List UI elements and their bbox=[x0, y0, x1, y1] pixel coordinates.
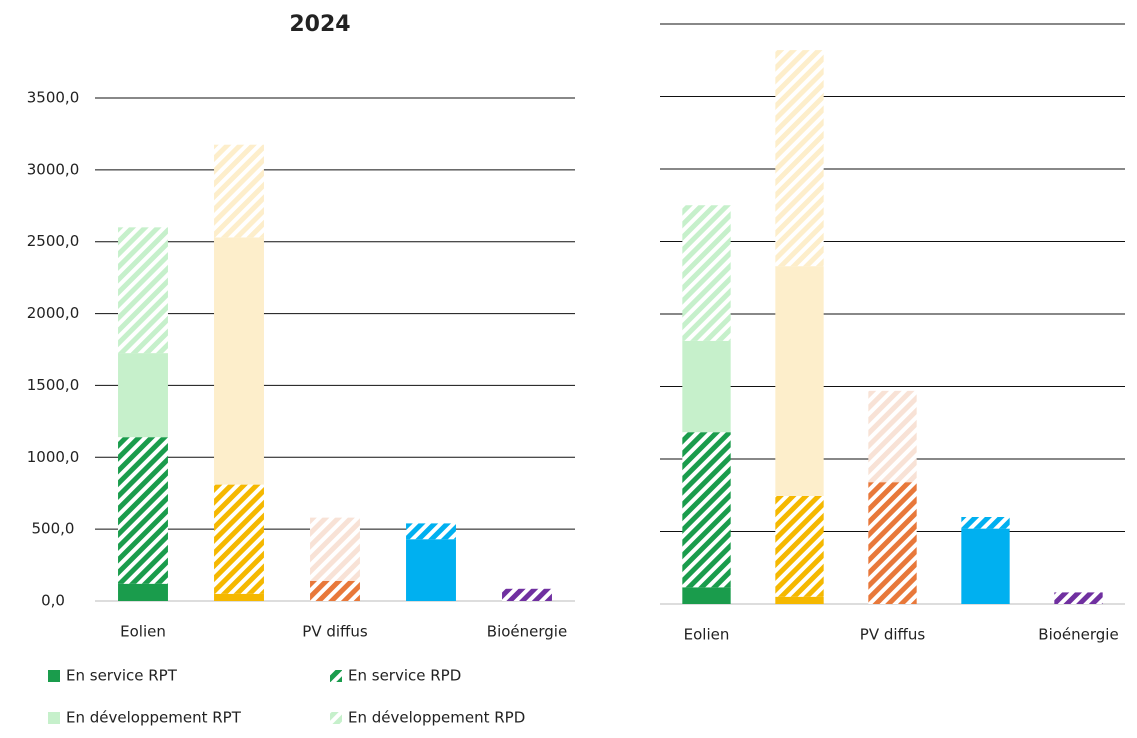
bar-segment bbox=[775, 50, 824, 267]
bar-segment bbox=[961, 517, 1010, 529]
bar-segment bbox=[868, 390, 917, 483]
bar-segment bbox=[682, 340, 731, 433]
y-tick-label: 0,0 bbox=[41, 592, 65, 610]
bar-segment bbox=[214, 237, 264, 485]
bar-segment bbox=[118, 227, 168, 354]
bar-segment bbox=[118, 437, 168, 584]
bar-segment bbox=[118, 583, 168, 601]
y-tick-label: 500,0 bbox=[32, 520, 75, 538]
x-tick-label: Eolien bbox=[120, 623, 166, 641]
y-tick-label: 2000,0 bbox=[27, 304, 80, 322]
y-tick-label: 1000,0 bbox=[27, 448, 80, 466]
x-tick-label: Bioénergie bbox=[487, 623, 567, 641]
legend-marker bbox=[48, 670, 60, 682]
bar-segment bbox=[406, 523, 456, 540]
bar-segment bbox=[214, 484, 264, 594]
bar-segment bbox=[214, 144, 264, 238]
bar-segment bbox=[214, 593, 264, 601]
bar-segment bbox=[310, 517, 360, 581]
bar-segment bbox=[502, 588, 552, 601]
legend-marker bbox=[48, 712, 60, 724]
bar-segment bbox=[1054, 592, 1103, 604]
legend-label: En service RPD bbox=[348, 667, 461, 685]
bar-segment bbox=[310, 580, 360, 601]
bar-segment bbox=[775, 266, 824, 496]
x-tick-label: Bioénergie bbox=[1038, 626, 1118, 644]
x-tick-label: PV diffus bbox=[302, 623, 368, 641]
bar-segment bbox=[961, 528, 1010, 604]
bar-segment bbox=[682, 432, 731, 588]
y-tick-label: 3500,0 bbox=[27, 89, 80, 107]
legend-label: En service RPT bbox=[66, 667, 178, 685]
bar-segment bbox=[406, 539, 456, 601]
bar-segment bbox=[118, 353, 168, 438]
bar-segment bbox=[868, 482, 917, 604]
y-tick-label: 2500,0 bbox=[27, 232, 80, 250]
y-tick-label: 1500,0 bbox=[27, 376, 80, 394]
legend-marker bbox=[330, 670, 342, 682]
bar-segment bbox=[775, 596, 824, 604]
legend-label: En développement RPT bbox=[66, 709, 242, 727]
bar-segment bbox=[775, 495, 824, 597]
x-tick-label: PV diffus bbox=[860, 626, 926, 644]
bar-segment bbox=[682, 587, 731, 604]
y-tick-label: 3000,0 bbox=[27, 160, 80, 178]
bar-segment bbox=[682, 205, 731, 341]
x-tick-label: Eolien bbox=[684, 626, 730, 644]
chart-title: 2024 bbox=[289, 12, 350, 37]
legend-marker bbox=[330, 712, 342, 724]
legend-label: En développement RPD bbox=[348, 709, 525, 727]
